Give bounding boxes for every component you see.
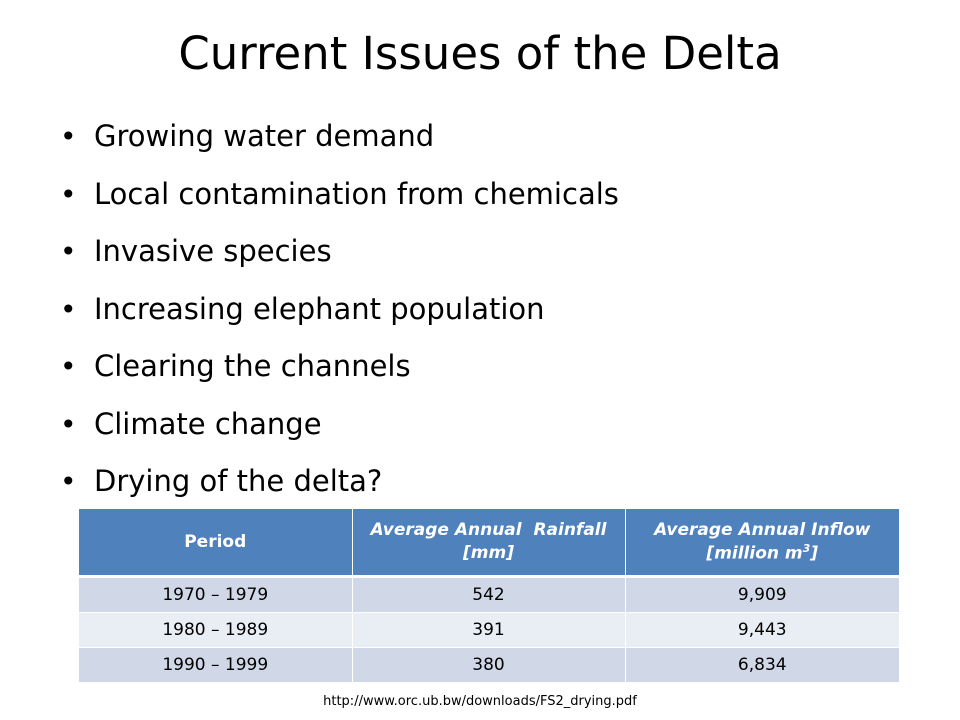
- header-rainfall: Average Annual Rainfall [mm]: [352, 509, 626, 578]
- bullet-text: Clearing the channels: [94, 349, 411, 383]
- bullet-item: • Growing water demand: [58, 108, 619, 166]
- bullet-item: • Clearing the channels: [58, 338, 619, 396]
- cell-period: 1970 – 1979: [79, 576, 353, 613]
- table-header-row: Period Average Annual Rainfall [mm] Avera…: [79, 509, 899, 578]
- bullet-list: • Growing water demand • Local contaminati…: [58, 108, 619, 511]
- cell-rainfall: 380: [352, 647, 626, 683]
- cell-period: 1980 – 1989: [79, 612, 353, 648]
- bullet-item: • Drying of the delta?: [58, 453, 619, 511]
- bullet-text: Invasive species: [94, 234, 332, 268]
- header-inflow-superscript: 3: [802, 541, 811, 555]
- header-rainfall-line1: Average Annual Rainfall: [370, 520, 607, 541]
- cell-inflow: 9,909: [625, 576, 899, 613]
- bullet-dot-icon: •: [60, 235, 77, 268]
- cell-rainfall: 542: [352, 576, 626, 613]
- bullet-text: Drying of the delta?: [94, 464, 383, 498]
- bullet-text: Local contamination from chemicals: [94, 176, 619, 211]
- bullet-text: Growing water demand: [94, 119, 435, 153]
- bullet-item: • Invasive species: [58, 223, 619, 281]
- data-table-container: Period Average Annual Rainfall [mm] Avera…: [79, 509, 899, 683]
- header-period-label: Period: [184, 531, 247, 552]
- table-row: 1990 – 1999 380 6,834: [79, 647, 899, 683]
- bullet-dot-icon: •: [60, 465, 77, 498]
- table-row: 1970 – 1979 542 9,909: [79, 576, 899, 613]
- bullet-dot-icon: •: [60, 292, 77, 326]
- header-rainfall-line2: [mm]: [463, 543, 514, 563]
- bullet-dot-icon: •: [60, 177, 77, 211]
- slide-title: Current Issues of the Delta: [178, 27, 782, 80]
- bullet-dot-icon: •: [60, 350, 77, 383]
- source-url[interactable]: http://www.orc.ub.bw/downloads/FS2_dryin…: [323, 694, 637, 709]
- header-inflow-line2-post: ]: [810, 543, 819, 564]
- cell-inflow: 9,443: [625, 612, 899, 648]
- header-inflow: Average Annual Inflow [million m3]: [625, 509, 899, 578]
- bullet-dot-icon: •: [60, 120, 77, 153]
- bullet-item: • Increasing elephant population: [58, 281, 619, 339]
- bullet-text: Increasing elephant population: [94, 291, 545, 326]
- rainfall-inflow-table: Period Average Annual Rainfall [mm] Avera…: [79, 509, 899, 683]
- table-row: 1980 – 1989 391 9,443: [79, 612, 899, 648]
- header-inflow-line2-pre: [million m: [706, 543, 803, 564]
- cell-inflow: 6,834: [625, 647, 899, 683]
- bullet-item: • Climate change: [58, 396, 619, 454]
- cell-rainfall: 391: [352, 612, 626, 648]
- cell-period: 1990 – 1999: [79, 647, 353, 683]
- bullet-text: Climate change: [94, 406, 322, 441]
- bullet-item: • Local contamination from chemicals: [58, 166, 619, 224]
- header-period: Period: [79, 509, 353, 578]
- header-inflow-line1: Average Annual Inflow: [654, 519, 871, 540]
- bullet-dot-icon: •: [60, 407, 77, 441]
